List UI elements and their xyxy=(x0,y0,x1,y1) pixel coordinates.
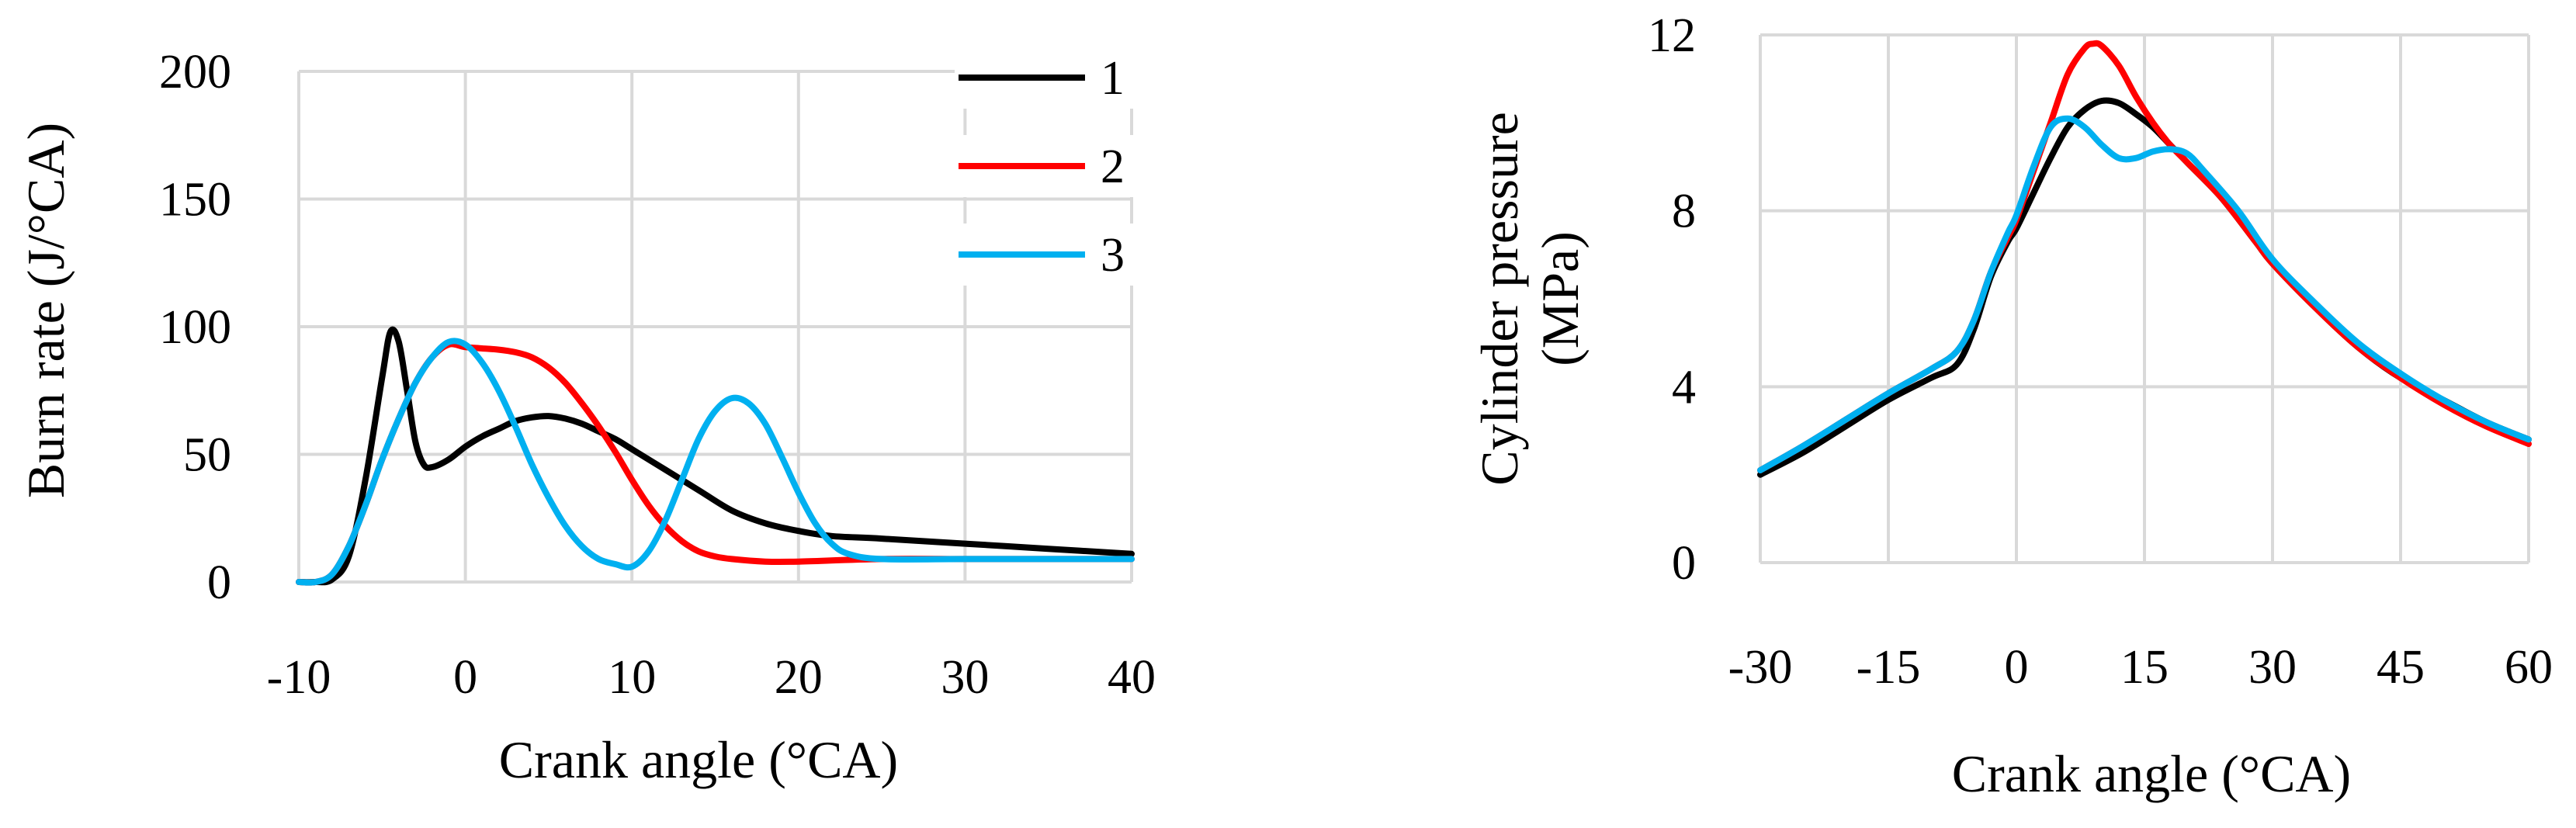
x-tick-label: 0 xyxy=(453,651,477,704)
series-line-3 xyxy=(296,338,1135,586)
y-tick-label: 50 xyxy=(183,429,231,482)
x-tick-label: 45 xyxy=(2377,641,2425,694)
x-tick-label: -15 xyxy=(1857,641,1921,694)
x-tick-label: 40 xyxy=(1108,651,1156,704)
cylinder-pressure-tick-labels: -30 -15 0 15 30 45 60 0 4 8 12 xyxy=(1648,9,2553,694)
x-tick-label: 0 xyxy=(2005,641,2029,694)
cylinder-pressure-x-axis-label: Crank angle (°CA) xyxy=(1952,744,2351,803)
series-line-1 xyxy=(296,326,1135,586)
series-line-3 xyxy=(1757,115,2532,473)
x-tick-label: -30 xyxy=(1728,641,1793,694)
cylinder-pressure-series xyxy=(1757,40,2532,478)
legend: 1 2 3 xyxy=(955,47,1141,286)
y-axis-label-line: (MPa) xyxy=(1531,231,1590,366)
y-tick-label: 200 xyxy=(159,46,231,99)
burn-rate-tick-labels: -10 0 10 20 30 40 0 50 100 150 200 xyxy=(159,46,1156,704)
x-tick-label: 30 xyxy=(941,651,989,704)
y-tick-label: 100 xyxy=(159,301,231,354)
y-tick-label: 4 xyxy=(1672,361,1696,414)
x-tick-label: -10 xyxy=(267,651,331,704)
burn-rate-series xyxy=(296,326,1135,586)
burn-rate-chart: -10 0 10 20 30 40 0 50 100 150 200 1 2 3 Crank angle… xyxy=(16,46,1156,789)
burn-rate-x-axis-label: Crank angle (°CA) xyxy=(499,730,898,789)
legend-label-3: 3 xyxy=(1101,229,1125,282)
y-tick-label: 12 xyxy=(1648,9,1696,62)
x-tick-label: 60 xyxy=(2505,641,2553,694)
y-tick-label: 0 xyxy=(1672,537,1696,590)
y-axis-label-line: Cylinder pressure xyxy=(1470,112,1529,486)
x-tick-label: 30 xyxy=(2248,641,2297,694)
legend-label-1: 1 xyxy=(1101,52,1125,105)
x-tick-label: 20 xyxy=(775,651,823,704)
x-tick-label: 10 xyxy=(608,651,656,704)
cylinder-pressure-y-axis-label: Cylinder pressure(MPa) xyxy=(1470,112,1590,486)
cylinder-pressure-chart: -30 -15 0 15 30 45 60 0 4 8 12 Crank angle (°CA) C… xyxy=(1470,9,2553,803)
x-tick-label: 15 xyxy=(2120,641,2169,694)
y-tick-label: 0 xyxy=(207,556,231,609)
burn-rate-y-axis-label: Burn rate (J/°CA) xyxy=(16,123,75,498)
legend-label-2: 2 xyxy=(1101,140,1125,193)
y-tick-label: 8 xyxy=(1672,185,1696,238)
y-tick-label: 150 xyxy=(159,174,231,227)
